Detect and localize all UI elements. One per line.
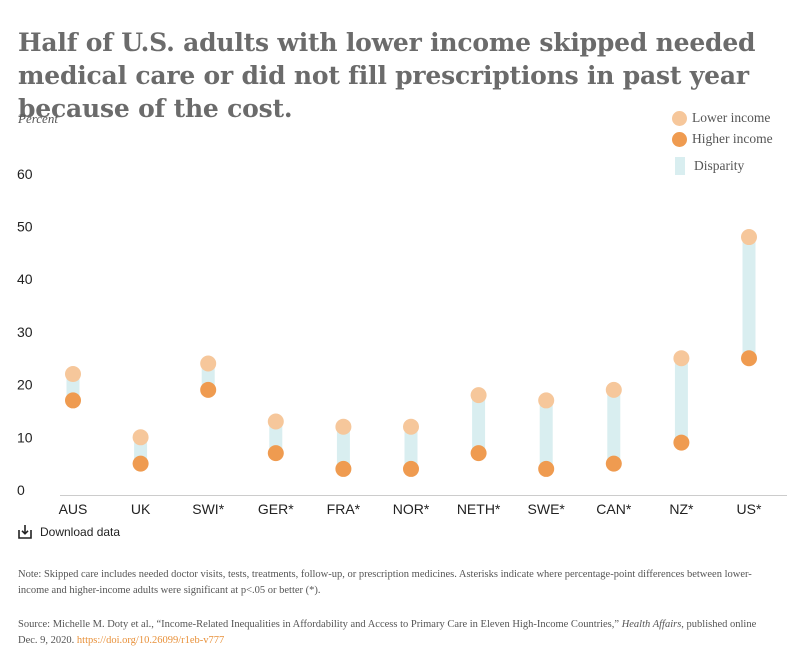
- lower-income-point: [65, 366, 81, 383]
- disparity-bar: [336, 426, 350, 469]
- legend-label-disparity: Disparity: [694, 158, 745, 173]
- legend-item-lower: Lower income: [672, 108, 770, 128]
- lower-income-point: [335, 418, 352, 435]
- higher-income-point: [741, 350, 757, 367]
- higher-income-point: [200, 381, 217, 398]
- y-tick-label: 30: [17, 324, 33, 340]
- disparity-bar: [539, 400, 553, 469]
- legend-swatch-higher: [672, 131, 687, 147]
- higher-income-point: [335, 460, 352, 477]
- higher-income-point: [132, 455, 149, 472]
- legend-label-higher: Higher income: [692, 131, 773, 146]
- lower-income-point: [267, 413, 284, 430]
- lower-income-point: [200, 355, 217, 372]
- y-tick-label: 40: [17, 271, 33, 287]
- y-tick-label: 50: [17, 219, 33, 235]
- x-tick-label: AUS: [59, 501, 88, 517]
- y-tick-label: 10: [17, 429, 33, 445]
- x-tick-label: NETH*: [457, 501, 501, 517]
- source-suffix: , published online Dec. 9, 2020.: [18, 619, 757, 646]
- x-tick-label: NZ*: [669, 501, 694, 517]
- lower-income-point: [470, 387, 487, 404]
- higher-income-point: [267, 445, 284, 462]
- higher-income-point: [605, 455, 622, 472]
- y-axis-label: Percent: [18, 111, 58, 126]
- higher-income-point: [673, 434, 690, 451]
- legend-label-lower: Lower income: [692, 110, 771, 125]
- x-tick-label: GER*: [258, 501, 294, 517]
- x-tick-label: SWE*: [528, 501, 566, 517]
- lower-income-point: [741, 229, 757, 246]
- note-text: Note: Skipped care includes needed docto…: [18, 569, 752, 596]
- y-tick-label: 20: [17, 377, 33, 393]
- source-prefix: Source: Michelle M. Doty et al., “Income…: [18, 619, 622, 630]
- x-tick-label: NOR*: [393, 501, 430, 517]
- legend-item-higher: Higher income: [672, 129, 773, 149]
- higher-income-point: [403, 460, 419, 477]
- x-tick-label: US*: [737, 501, 762, 517]
- y-tick-label: 0: [17, 482, 25, 498]
- x-tick-label: FRA*: [327, 501, 361, 517]
- source-link[interactable]: https://doi.org/10.26099/r1eb-v777: [76, 635, 225, 646]
- higher-income-point: [65, 392, 81, 409]
- y-tick-label: 60: [17, 166, 33, 182]
- lower-income-point: [673, 350, 690, 367]
- x-tick-label: CAN*: [596, 501, 632, 517]
- disparity-bar: [607, 389, 621, 464]
- legend-item-disparity: Disparity: [672, 156, 744, 176]
- source-text: Source: Michelle M. Doty et al., “Income…: [18, 617, 770, 649]
- x-tick-label: SWI*: [192, 501, 224, 517]
- lower-income-point: [605, 381, 622, 398]
- disparity-bar: [472, 395, 486, 454]
- download-data-button[interactable]: Download data: [18, 524, 120, 539]
- lower-income-point: [132, 429, 149, 446]
- chart-title: Half of U.S. adults with lower income sk…: [18, 28, 756, 123]
- source-journal: Health Affairs: [621, 619, 682, 630]
- x-tick-label: UK: [131, 501, 151, 517]
- download-icon: [18, 525, 32, 539]
- disparity-bar: [742, 237, 756, 359]
- legend-swatch-lower: [672, 110, 687, 126]
- higher-income-point: [470, 445, 487, 462]
- lower-income-point: [403, 418, 419, 435]
- disparity-bar: [674, 358, 688, 443]
- higher-income-point: [538, 460, 555, 477]
- legend-swatch-disparity: [675, 157, 685, 175]
- lower-income-point: [538, 392, 555, 409]
- disparity-bar: [404, 426, 418, 469]
- download-data-label: Download data: [40, 524, 121, 539]
- dumbbell-chart: 0 10 20 30 40 50 60 AUS UK SWI* GER* FRA* NOR* NETH* S…: [17, 166, 787, 517]
- disparity-bar: [269, 421, 283, 454]
